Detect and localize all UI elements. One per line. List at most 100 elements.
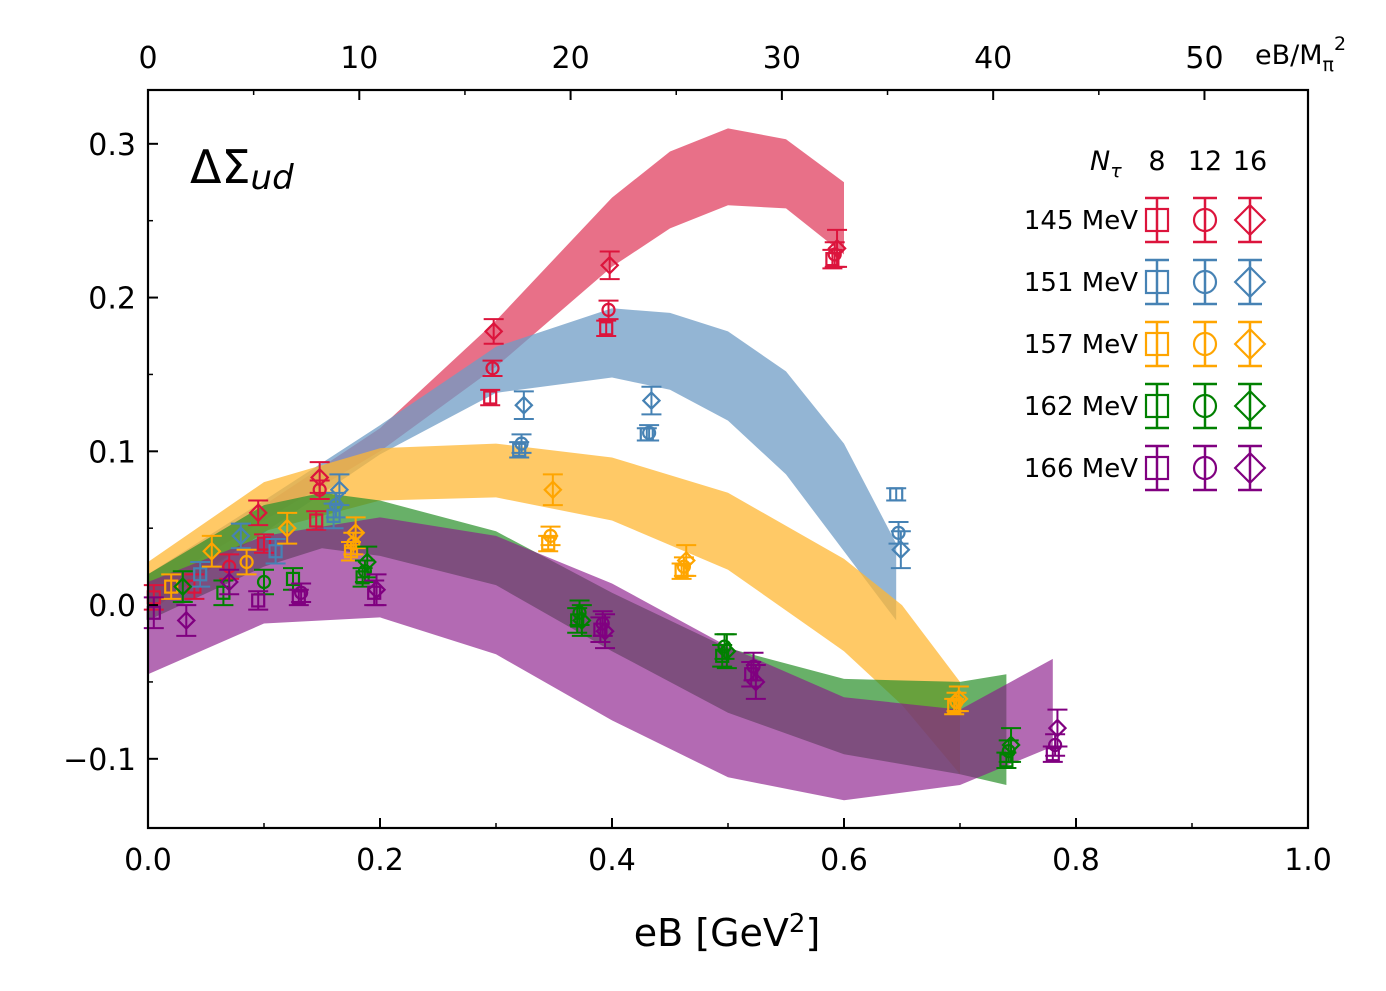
legend-marker-0-0 <box>1144 196 1170 244</box>
legend-marker-1-2 <box>1233 258 1267 306</box>
data-point-4-10 <box>595 613 616 650</box>
data-point-1-5 <box>329 473 350 507</box>
square-marker <box>268 544 283 559</box>
legend-row-label: 162 MeV <box>1024 392 1138 422</box>
square-marker <box>541 536 556 551</box>
data-point-3-9 <box>571 604 592 637</box>
circle-marker <box>572 605 587 620</box>
diamond-marker <box>891 540 911 560</box>
x-tick-label: 0.6 <box>820 843 868 878</box>
legend-square-marker <box>1144 331 1170 357</box>
legend-marker-1-0 <box>1144 258 1170 306</box>
data-point-4-8 <box>590 616 611 643</box>
band-2 <box>148 443 960 775</box>
data-point-1-0 <box>190 561 211 588</box>
x-axis-title-sup: 2 <box>789 909 806 939</box>
circle-marker <box>746 659 761 674</box>
circle-marker <box>676 559 692 574</box>
legend: Nτ 8 12 16 145 MeV 151 MeV 157 MeV 162 MeV 166 … <box>1024 146 1267 492</box>
legend-row-label: 151 MeV <box>1024 268 1138 298</box>
top-tick-label: 0 <box>138 41 157 76</box>
data-point-0-16 <box>827 228 848 268</box>
diamond-marker <box>329 480 350 500</box>
legend-row-label: 157 MeV <box>1024 330 1138 360</box>
data-point-2-7 <box>538 534 559 553</box>
legend-marker-0-2 <box>1233 196 1267 244</box>
data-point-1-10 <box>639 424 660 442</box>
legend-diamond-marker <box>1233 265 1267 299</box>
square-marker <box>715 648 730 663</box>
top-axis-title-sup: 2 <box>1334 33 1346 55</box>
legend-diamond-marker <box>1233 203 1267 237</box>
data-point-1-2 <box>265 537 286 565</box>
circle-marker <box>294 585 309 600</box>
data-point-0-7 <box>309 461 330 494</box>
legend-marker-4-1 <box>1192 444 1218 492</box>
legend-row-label: 145 MeV <box>1024 206 1138 236</box>
data-point-2-15 <box>948 685 969 713</box>
diamond-marker <box>357 552 377 572</box>
square-marker <box>285 571 301 587</box>
y-tick-label: −0.1 <box>63 743 136 778</box>
circle-marker <box>595 616 610 631</box>
diamond-marker <box>366 580 387 600</box>
data-point-2-12 <box>676 544 697 577</box>
x-axis-title-tail: ] <box>805 911 820 955</box>
square-marker <box>599 321 614 336</box>
legend-square-marker <box>1144 269 1170 295</box>
diamond-marker <box>827 238 847 259</box>
data-point-0-3 <box>248 499 269 527</box>
data-point-4-1 <box>176 604 197 637</box>
circle-marker <box>1001 744 1016 759</box>
data-point-3-0 <box>172 570 193 603</box>
legend-square-marker <box>1144 207 1170 233</box>
diamond-marker <box>1047 718 1068 738</box>
y-tick-label: 0.1 <box>88 435 136 470</box>
legend-marker-2-0 <box>1144 320 1170 368</box>
circle-marker <box>543 528 558 543</box>
x-tick-label: 0.4 <box>588 843 636 878</box>
diamond-marker <box>746 672 766 692</box>
legend-circle-marker <box>1192 331 1218 357</box>
square-marker <box>343 544 359 559</box>
data-point-0-8 <box>480 388 501 407</box>
data-point-3-5 <box>354 559 375 583</box>
square-marker <box>256 536 272 551</box>
square-marker <box>483 390 498 405</box>
data-point-4-13 <box>745 664 766 700</box>
data-point-4-3 <box>248 590 269 611</box>
diamond-marker <box>1001 735 1021 755</box>
y-tick-label: 0.2 <box>88 282 136 317</box>
data-point-1-11 <box>641 385 662 416</box>
diamond-marker <box>173 576 193 597</box>
data-point-0-10 <box>483 318 504 345</box>
circle-marker <box>514 436 529 451</box>
legend-circle-marker <box>1192 455 1218 481</box>
top-tick-label: 10 <box>340 41 378 76</box>
diamond-marker <box>176 610 196 631</box>
diamond-marker <box>248 503 268 523</box>
ticks-layer: 0.0 0.2 0.4 0.6 0.8 1.0 −0.1 0.0 0.1 0.2 0.3 0 10 20 3… <box>63 41 1332 878</box>
data-point-1-12 <box>886 487 907 502</box>
circle-marker <box>239 554 254 570</box>
top-tick-label: 40 <box>974 41 1012 76</box>
legend-row-label: 166 MeV <box>1024 454 1138 484</box>
data-point-1-13 <box>888 521 909 545</box>
square-marker <box>1045 747 1060 762</box>
circle-marker <box>1048 737 1063 753</box>
top-tick-label: 50 <box>1185 41 1223 76</box>
diamond-marker <box>572 610 592 631</box>
data-point-0-11 <box>596 319 617 337</box>
square-marker <box>889 487 904 502</box>
diamond-marker <box>219 572 239 592</box>
data-point-0-5 <box>306 510 327 531</box>
data-point-0-13 <box>599 250 620 281</box>
x-tick-label: 0.0 <box>124 843 172 878</box>
circle-marker <box>601 302 616 317</box>
circle-marker <box>485 361 500 376</box>
square-marker <box>999 753 1014 768</box>
diamond-marker <box>514 395 534 415</box>
legend-marker-4-2 <box>1233 444 1267 492</box>
y-tick-label: 0.3 <box>88 128 136 163</box>
